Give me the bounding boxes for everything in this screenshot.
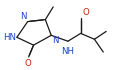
Text: O: O [83,8,89,17]
Text: N: N [52,36,59,45]
Text: N: N [20,12,27,21]
Text: HN: HN [3,33,16,42]
Text: NH: NH [61,47,74,56]
Text: O: O [24,59,31,68]
